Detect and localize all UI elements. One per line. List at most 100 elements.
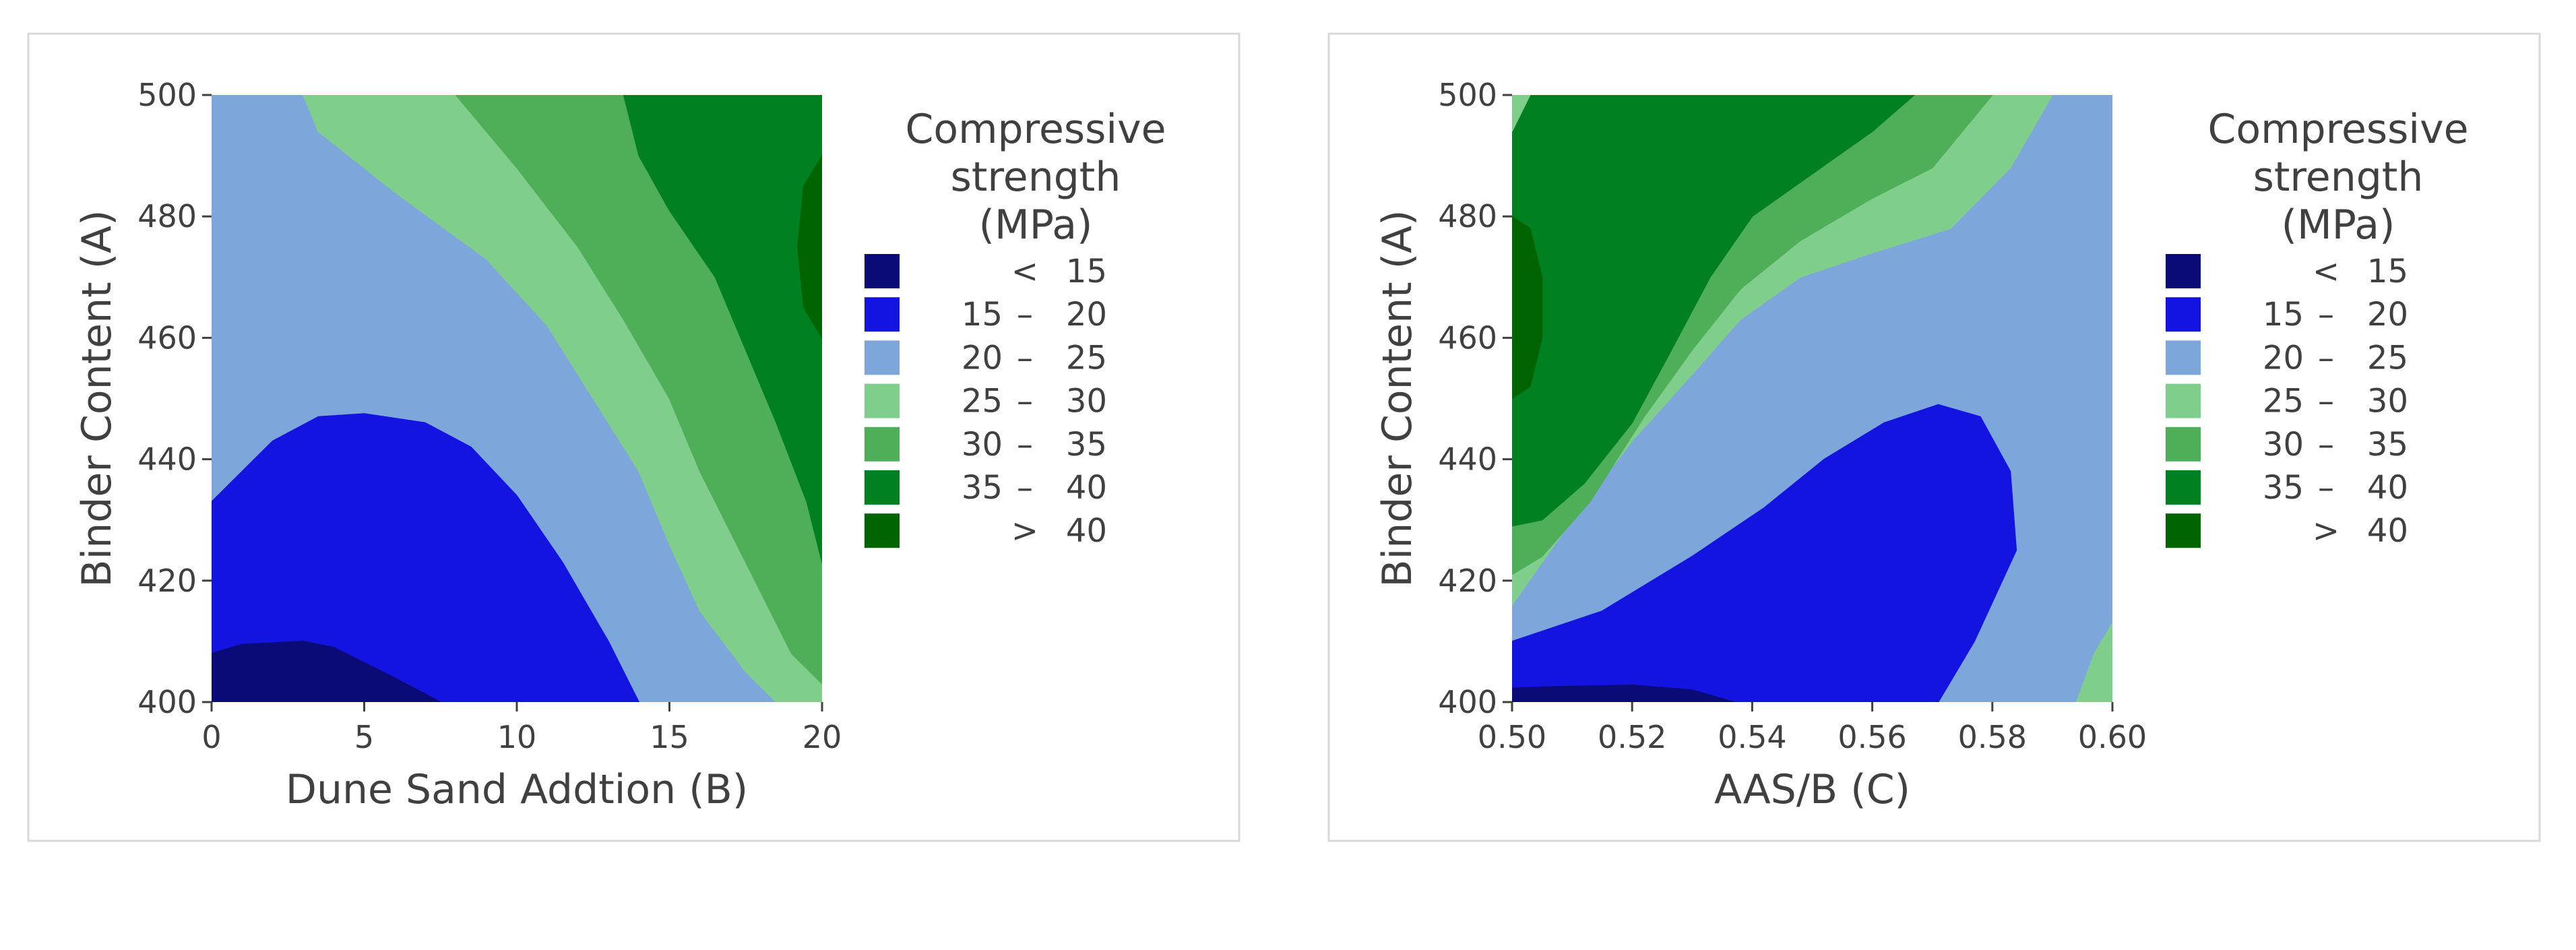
legend-high-5: 40 bbox=[1066, 469, 1107, 507]
legend-high-0: 15 bbox=[2367, 253, 2408, 290]
legend-sep-5: – bbox=[2318, 469, 2334, 507]
contour-region-15-7 bbox=[1512, 685, 1734, 702]
legend-title-line-strength: strength bbox=[951, 154, 1121, 201]
legend-sep-0: < bbox=[1011, 253, 1038, 290]
legend-high-5: 40 bbox=[2367, 469, 2408, 507]
legend-swatch-0 bbox=[2166, 254, 2201, 288]
legend-high-3: 30 bbox=[2367, 383, 2408, 420]
y-tick-label-440: 440 bbox=[137, 441, 197, 478]
legend-swatch-1 bbox=[865, 297, 900, 332]
legend-low-4: 30 bbox=[2263, 426, 2304, 464]
legend-sep-0: < bbox=[2313, 253, 2339, 290]
y-axis-label: Binder Content (A) bbox=[1374, 210, 1421, 587]
legend-low-1: 15 bbox=[962, 296, 1003, 334]
x-tick-label-0-50: 0.50 bbox=[1478, 719, 1546, 755]
legend-swatch-3 bbox=[865, 383, 900, 418]
legend-sep-3: – bbox=[2318, 383, 2334, 420]
legend-high-6: 40 bbox=[1066, 512, 1107, 550]
y-tick-label-460: 460 bbox=[1438, 319, 1497, 356]
legend-low-3: 25 bbox=[2263, 383, 2304, 420]
legend-high-6: 40 bbox=[2367, 512, 2408, 550]
legend-swatch-5 bbox=[865, 470, 900, 505]
legend-high-4: 35 bbox=[2367, 426, 2408, 464]
x-tick-label-5: 5 bbox=[354, 719, 374, 755]
legend-title-line-mpa: (MPa) bbox=[979, 201, 1093, 249]
legend-low-5: 35 bbox=[962, 469, 1003, 507]
x-tick-label-0-56: 0.56 bbox=[1837, 719, 1906, 755]
x-tick-label-20: 20 bbox=[803, 719, 842, 755]
legend-high-2: 25 bbox=[1066, 339, 1107, 377]
legend-high-4: 35 bbox=[1066, 426, 1107, 464]
legend-high-3: 30 bbox=[1066, 383, 1107, 420]
contour-region-25-30-5 bbox=[1512, 95, 1531, 132]
legend-sep-3: – bbox=[1017, 383, 1033, 420]
x-tick-label-15: 15 bbox=[650, 719, 689, 755]
legend-swatch-3 bbox=[2166, 383, 2201, 418]
legend-high-2: 25 bbox=[2367, 339, 2408, 377]
y-tick-label-480: 480 bbox=[1438, 198, 1497, 234]
y-tick-label-400: 400 bbox=[1438, 684, 1497, 720]
legend-high-1: 20 bbox=[2367, 296, 2408, 334]
legend-swatch-1 bbox=[2166, 297, 2201, 332]
legend-title-line-compressive: Compressive bbox=[905, 106, 1166, 153]
x-tick-label-0-60: 0.60 bbox=[2078, 719, 2147, 755]
legend-sep-6: > bbox=[2313, 512, 2339, 550]
y-tick-label-460: 460 bbox=[137, 319, 197, 356]
legend-swatch-4 bbox=[2166, 426, 2201, 462]
legend-low-2: 20 bbox=[2263, 339, 2304, 377]
legend-low-5: 35 bbox=[2263, 469, 2304, 507]
legend-sep-1: – bbox=[2318, 296, 2334, 334]
contour-region-15-20-5 bbox=[212, 413, 640, 702]
legend-low-4: 30 bbox=[962, 426, 1003, 464]
contour-region-15-6 bbox=[212, 641, 441, 702]
legend-high-0: 15 bbox=[1066, 253, 1107, 290]
contour-region-40-4 bbox=[1512, 216, 1543, 400]
x-axis-label: AAS/B (C) bbox=[1714, 766, 1910, 813]
contour-region-35-40-3 bbox=[1512, 95, 1916, 527]
x-tick-label-10: 10 bbox=[497, 719, 537, 755]
x-tick-label-0-58: 0.58 bbox=[1958, 719, 2027, 755]
contour-region-25-30-8 bbox=[2075, 622, 2112, 702]
x-axis-label: Dune Sand Addtion (B) bbox=[286, 766, 748, 813]
legend-sep-1: – bbox=[1017, 296, 1033, 334]
legend-high-1: 20 bbox=[1066, 296, 1107, 334]
contour-regions bbox=[212, 95, 822, 702]
x-tick-label-0-54: 0.54 bbox=[1718, 719, 1786, 755]
legend-swatch-4 bbox=[865, 426, 900, 462]
contour-region-35-40-3 bbox=[623, 95, 822, 563]
legend-low-1: 15 bbox=[2263, 296, 2304, 334]
legend-swatch-6 bbox=[865, 513, 900, 548]
legend-title-line-compressive: Compressive bbox=[2207, 106, 2468, 153]
legend-title-line-mpa: (MPa) bbox=[2282, 201, 2395, 249]
contour-panel-aas-ratio: 0.50 0.52 0.54 0.56 0.58 0.60 400 420 440 460 480 5… bbox=[1327, 32, 2541, 842]
contour-panel-dune-sand: 0 5 10 15 20 400 420 440 460 480 500 Dune Sand Addt… bbox=[27, 32, 1240, 842]
contour-region-40-4 bbox=[797, 154, 822, 339]
legend-swatch-2 bbox=[2166, 340, 2201, 375]
y-tick-label-440: 440 bbox=[1438, 441, 1497, 478]
x-tick-label-0-52: 0.52 bbox=[1598, 719, 1666, 755]
legend-sep-2: – bbox=[2318, 339, 2334, 377]
legend-sep-2: – bbox=[1017, 339, 1033, 377]
x-tick-label-0: 0 bbox=[201, 719, 221, 755]
y-tick-label-480: 480 bbox=[137, 198, 197, 234]
legend-low-3: 25 bbox=[962, 383, 1003, 420]
legend-swatch-5 bbox=[2166, 470, 2201, 505]
legend-low-2: 20 bbox=[962, 339, 1003, 377]
y-tick-label-500: 500 bbox=[1438, 77, 1497, 113]
y-tick-label-500: 500 bbox=[137, 77, 197, 113]
y-axis-label: Binder Content (A) bbox=[73, 210, 121, 587]
legend-sep-5: – bbox=[1017, 469, 1033, 507]
contour-regions bbox=[1512, 95, 2112, 702]
legend-title-line-strength: strength bbox=[2253, 154, 2424, 201]
legend-swatch-2 bbox=[865, 340, 900, 375]
legend-sep-4: – bbox=[2318, 426, 2334, 464]
legend-sep-4: – bbox=[1017, 426, 1033, 464]
y-tick-label-420: 420 bbox=[137, 563, 197, 599]
legend-swatch-6 bbox=[2166, 513, 2201, 548]
legend-sep-6: > bbox=[1011, 512, 1038, 550]
y-tick-label-400: 400 bbox=[137, 684, 197, 720]
legend-swatch-0 bbox=[865, 254, 900, 288]
